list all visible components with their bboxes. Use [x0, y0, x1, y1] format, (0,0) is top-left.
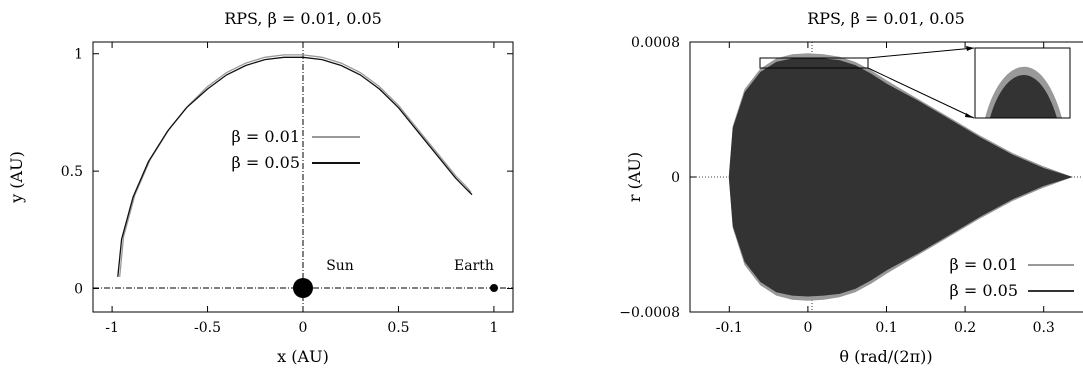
right-legend-label-beta-001: β = 0.01 — [950, 255, 1018, 274]
sun-label: Sun — [326, 258, 354, 274]
zoom-region-box — [759, 57, 869, 69]
left-legend: β = 0.01 β = 0.05 — [232, 127, 360, 172]
left-series-line-beta-005 — [117, 56, 473, 277]
left-x-axis-label: x (AU) — [277, 347, 329, 366]
right-chart: RPS, β = 0.01, 0.05 β = 0.01 β = 0.05 -0… — [619, 9, 1083, 366]
zoom-inset — [974, 47, 1071, 119]
left-y-tick-label: 0.5 — [61, 164, 83, 180]
left-y-tick-label: 1 — [74, 47, 83, 63]
left-legend-label-beta-005: β = 0.05 — [232, 153, 300, 172]
right-x-tick-label: 0.2 — [954, 320, 976, 336]
left-chart: RPS, β = 0.01, 0.05 Sun Earth β = 0.01 β… — [7, 9, 514, 366]
earth-label: Earth — [454, 258, 494, 274]
right-y-tick-label: 0.0008 — [631, 35, 680, 51]
right-y-tick-label: 0 — [671, 170, 680, 186]
left-x-tick-label: -1 — [105, 320, 119, 336]
zoom-arrowhead-top — [966, 46, 974, 51]
zoom-connector-bottom — [867, 67, 975, 119]
right-x-tick-label: 0.3 — [1033, 320, 1055, 336]
left-x-tick-label: -0.5 — [194, 320, 221, 336]
earth-marker — [490, 284, 498, 292]
sun-marker — [293, 278, 313, 298]
right-chart-title: RPS, β = 0.01, 0.05 — [807, 9, 965, 28]
right-legend: β = 0.01 β = 0.05 — [950, 255, 1074, 300]
right-y-tick-label: −0.0008 — [619, 305, 680, 321]
left-x-tick-label: 0.5 — [387, 320, 409, 336]
right-x-tick-label: -0.1 — [716, 320, 743, 336]
right-x-tick-label: 0.1 — [875, 320, 897, 336]
right-y-axis-label: r (AU) — [625, 152, 644, 202]
left-x-tick-label: 0 — [299, 320, 308, 336]
inset-curve-beta-005 — [990, 74, 1057, 118]
left-y-axis-label: y (AU) — [7, 151, 26, 204]
left-y-tick-label: 0 — [74, 282, 83, 298]
zoom-connector-top — [867, 47, 975, 59]
left-chart-title: RPS, β = 0.01, 0.05 — [224, 9, 382, 28]
zoom-arrowhead-bottom — [965, 113, 974, 118]
left-x-tick-label: 1 — [489, 320, 498, 336]
left-legend-label-beta-001: β = 0.01 — [232, 127, 300, 146]
right-legend-label-beta-005: β = 0.05 — [950, 281, 1018, 300]
right-x-axis-label: θ (rad/(2π)) — [839, 347, 932, 366]
right-x-tick-label: 0 — [803, 320, 812, 336]
